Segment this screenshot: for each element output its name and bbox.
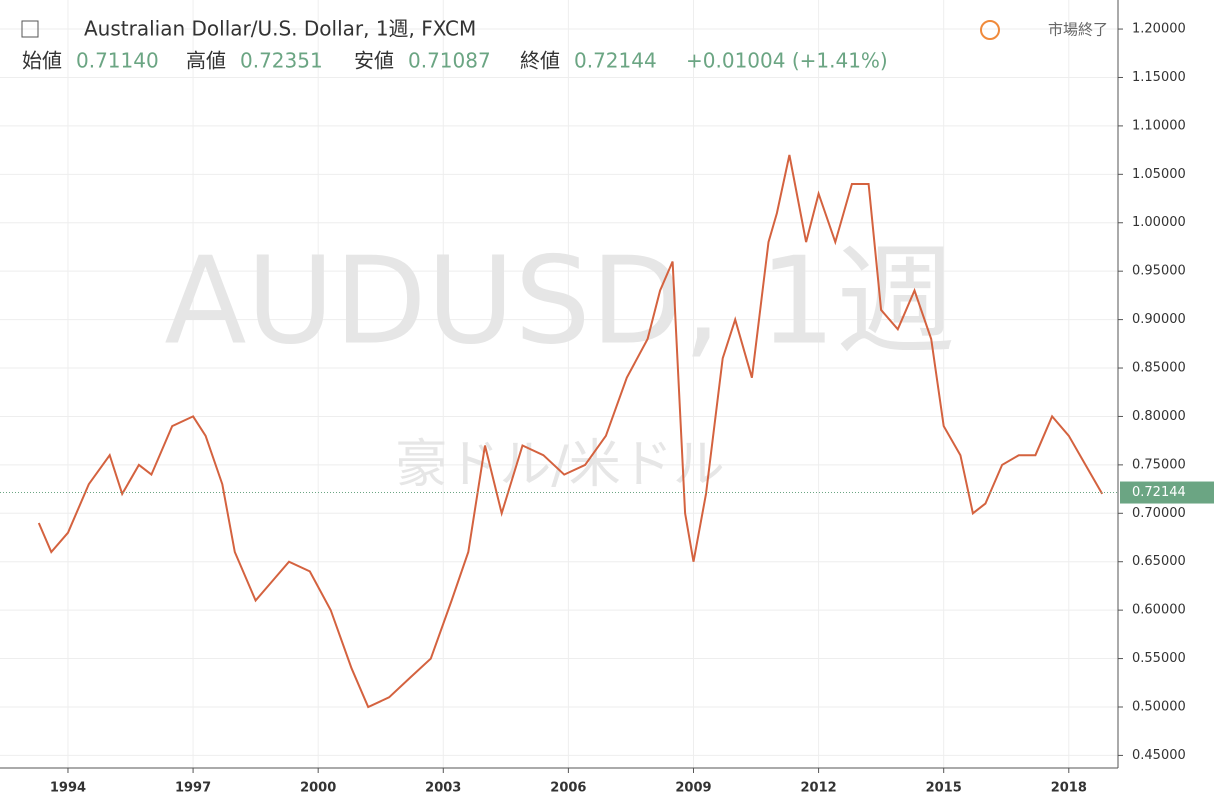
x-tick-label: 2009 (675, 781, 711, 796)
y-tick-label: 0.80000 (1132, 409, 1186, 424)
y-tick-label: 0.45000 (1132, 748, 1186, 763)
y-tick-label: 0.55000 (1132, 651, 1186, 666)
y-tick-label: 0.75000 (1132, 457, 1186, 472)
last-price-label: 0.72144 (1132, 485, 1186, 500)
status-icon (980, 20, 1000, 40)
x-tick-label: 2003 (425, 781, 461, 796)
y-tick-label: 0.95000 (1132, 264, 1186, 279)
expand-icon[interactable] (21, 20, 39, 38)
change: +0.01004 (+1.41%) (686, 49, 888, 73)
x-tick-label: 1997 (175, 781, 211, 796)
price-line (37, 154, 1104, 709)
symbol-title: Australian Dollar/U.S. Dollar, 1週, FXCM (84, 17, 476, 41)
y-tick-label: 0.70000 (1132, 506, 1186, 521)
x-tick-label: 2018 (1051, 781, 1087, 796)
y-tick-label: 0.90000 (1132, 312, 1186, 327)
watermark-sub: 豪ドル/米ドル (395, 435, 725, 495)
ohlc: 始値 0.71140 高値 0.72351 安値 0.71087 終値 0.72… (22, 49, 888, 73)
y-tick-label: 0.60000 (1132, 603, 1186, 618)
watermark: AUDUSD, 1週 (164, 233, 955, 372)
value: 0.71087 (408, 49, 491, 73)
x-tick-label: 2012 (800, 781, 836, 796)
y-tick-label: 0.85000 (1132, 361, 1186, 376)
y-tick-label: 1.15000 (1132, 70, 1186, 85)
x-tick-label: 1994 (50, 781, 86, 796)
y-tick-label: 0.65000 (1132, 554, 1186, 569)
y-tick-label: 1.20000 (1132, 22, 1186, 37)
last-price-box (1120, 481, 1214, 504)
y-tick-label: 1.10000 (1132, 118, 1186, 133)
label: 始値 (22, 49, 62, 73)
value: 0.71140 (76, 49, 159, 73)
market-status: 市場終了 (1048, 21, 1108, 39)
label: 安値 (354, 49, 394, 73)
y-tick-label: 1.00000 (1132, 215, 1186, 230)
label: 高値 (186, 49, 226, 73)
label: 終値 (520, 49, 560, 73)
x-tick-label: 2000 (300, 781, 336, 796)
x-tick-label: 2015 (926, 781, 962, 796)
y-tick-label: 0.50000 (1132, 699, 1186, 714)
y-tick-label: 1.05000 (1132, 167, 1186, 182)
value: 0.72351 (240, 49, 323, 73)
x-tick-label: 2006 (550, 781, 586, 796)
value: 0.72144 (574, 49, 657, 73)
